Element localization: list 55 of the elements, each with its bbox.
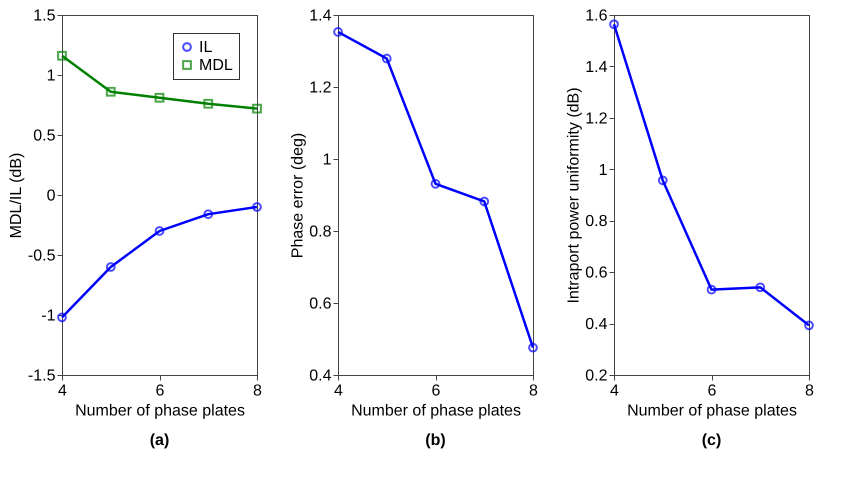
y-tick-label: 0 (46, 188, 56, 204)
y-tick-label: 1.2 (585, 110, 608, 128)
point (203, 98, 214, 109)
y-tick-label: 0.6 (309, 296, 332, 312)
y-tick-label: 0.8 (585, 213, 608, 230)
text: (a) (150, 432, 170, 449)
x-axis-title: Number of phase plates (75, 402, 245, 420)
y-tick-label: 0.4 (309, 368, 332, 384)
text: (b) (425, 432, 446, 449)
x-tick-label: 8 (529, 382, 538, 400)
x-axis-title: Number of phase plates (627, 402, 797, 420)
x-tick-label: 6 (432, 382, 441, 400)
point (106, 86, 116, 97)
point (755, 282, 766, 292)
point (106, 262, 116, 272)
y-tick-label: 1.4 (585, 58, 608, 76)
point (430, 178, 440, 189)
legend-label: IL (199, 39, 212, 56)
x-tick-label: 6 (708, 382, 717, 400)
point (479, 196, 490, 206)
y-axis-title: Phase error (deg) (289, 132, 306, 258)
point (154, 92, 164, 103)
y-tick-label: -0.5 (28, 248, 56, 264)
x-tick-label: 4 (610, 382, 620, 400)
x-tick-label: 8 (805, 382, 814, 400)
y-tick-label: -1.5 (28, 368, 56, 384)
y-tick-label: 0.5 (33, 128, 56, 144)
x-axis-title: Number of phase plates (351, 402, 521, 420)
point (154, 226, 164, 236)
point (57, 50, 67, 61)
y-tick-label: 1.5 (33, 8, 56, 24)
y-axis-title: Intraport power uniformity (dB) (565, 87, 582, 304)
y-axis-title: MDL/IL (dB) (8, 152, 25, 238)
point (252, 104, 262, 114)
y-tick-label: 1 (322, 152, 332, 168)
point (658, 175, 668, 186)
x-tick-label: 4 (334, 382, 344, 400)
y-tick-label: 1.6 (585, 8, 608, 24)
y-tick-label: 0.6 (585, 264, 608, 282)
y-tick-label: 1 (598, 162, 608, 179)
y-tick-label: 1.4 (309, 8, 332, 24)
point (706, 284, 716, 294)
y-tick-label: 0.2 (585, 368, 608, 384)
legend-label: MDL (199, 57, 233, 74)
x-tick-label: 8 (253, 382, 262, 400)
point (382, 54, 392, 64)
y-tick-label: -1 (41, 308, 56, 324)
x-tick-label: 4 (58, 382, 68, 400)
y-tick-label: 1.2 (309, 80, 332, 96)
point (203, 209, 214, 220)
y-tick-label: 0.4 (585, 316, 608, 334)
x-tick-label: 6 (156, 382, 165, 400)
y-tick-label: 0.8 (309, 224, 332, 240)
y-tick-label: 1 (46, 68, 56, 84)
text: (c) (702, 432, 722, 449)
